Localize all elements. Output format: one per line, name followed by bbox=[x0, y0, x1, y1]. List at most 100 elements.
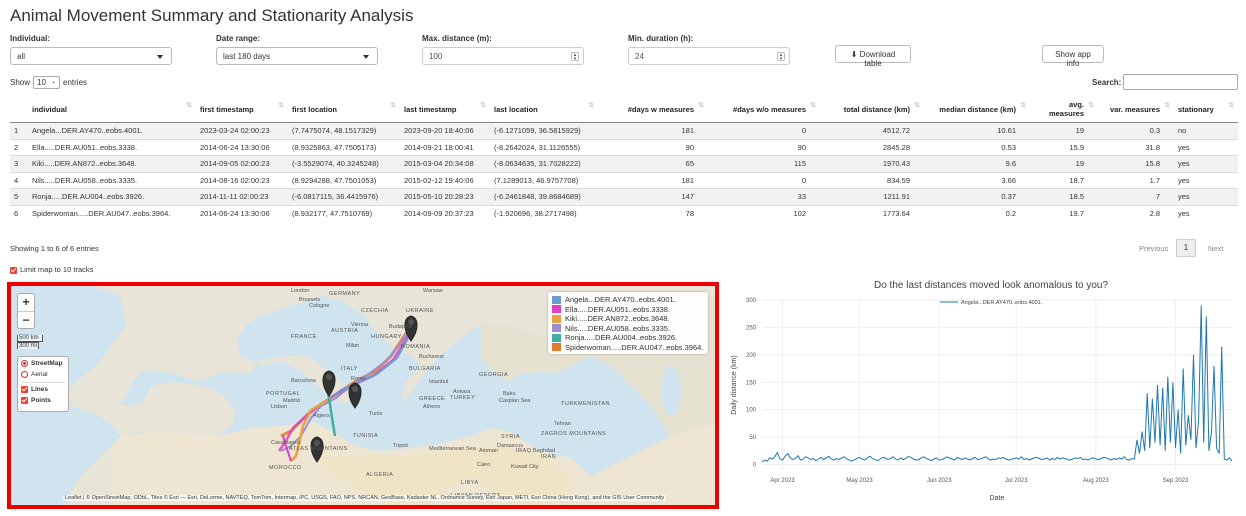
show-app-info-button[interactable]: Show app info bbox=[1042, 45, 1104, 68]
search-label: Search: bbox=[1092, 78, 1122, 87]
table-row[interactable]: 3 Kiki.....DER.AN872..eobs.3648. 2014-09-0… bbox=[10, 155, 1238, 172]
place-label: Baku bbox=[503, 391, 516, 397]
map-marker-icon[interactable] bbox=[348, 382, 362, 409]
limit-tracks-label: Limit map to 10 tracks bbox=[20, 265, 94, 274]
max-distance-input[interactable]: 100 ▴ ▾ bbox=[422, 47, 584, 65]
search-input[interactable] bbox=[1123, 74, 1238, 90]
entries-select[interactable]: 10 ⌄ bbox=[33, 76, 61, 89]
column-header[interactable]: avg. measures ⇅ bbox=[1030, 96, 1098, 123]
individual-select[interactable]: all bbox=[10, 47, 172, 65]
legend-label: Angela...DER.AY470..eobs.4001. bbox=[565, 295, 676, 305]
place-label: HUNGARY bbox=[371, 334, 402, 340]
chevron-down-icon: ⌄ bbox=[50, 79, 57, 85]
radio-icon bbox=[21, 371, 28, 378]
table-cell: (8.932177, 47.7510769) bbox=[288, 204, 400, 222]
table-row[interactable]: 5 Ronja.....DER.AU004..eobs.3926. 2014-11-… bbox=[10, 188, 1238, 205]
table-cell: 1211.91 bbox=[820, 188, 924, 205]
page-1-button[interactable]: 1 bbox=[1176, 239, 1196, 257]
place-label: LIBYA bbox=[461, 480, 479, 486]
sort-icon: ⇅ bbox=[914, 102, 920, 109]
column-header-label: last location bbox=[494, 104, 538, 114]
column-header[interactable]: #days w measures ⇅ bbox=[598, 96, 708, 123]
column-header[interactable]: last timestamp ⇅ bbox=[400, 96, 490, 123]
table-cell: Spiderwoman.....DER.AU047..eobs.3964. bbox=[28, 204, 196, 222]
map-legend: Angela...DER.AY470..eobs.4001. Ella.....D… bbox=[548, 292, 708, 354]
y-tick-label: 150 bbox=[746, 380, 757, 386]
limit-tracks-checkbox[interactable]: Limit map to 10 tracks bbox=[10, 265, 93, 274]
sort-icon: ⇅ bbox=[1020, 102, 1026, 109]
place-label: UKRAINE bbox=[406, 308, 434, 314]
column-header-label: var. measures bbox=[1109, 104, 1160, 114]
date-range-select[interactable]: last 180 days bbox=[216, 47, 378, 65]
map-marker-icon[interactable] bbox=[310, 436, 324, 463]
previous-page-button[interactable]: Previous bbox=[1139, 244, 1169, 253]
basemap-streetmap-radio[interactable]: StreetMap bbox=[21, 360, 65, 371]
x-tick-label: Apr 2023 bbox=[770, 478, 795, 484]
y-tick-label: 200 bbox=[746, 353, 757, 359]
overlay-lines-checkbox[interactable]: Lines bbox=[21, 386, 65, 397]
legend-label: Nils.....DER.AU058..eobs.3335. bbox=[565, 323, 671, 333]
map-marker-icon[interactable] bbox=[322, 370, 336, 397]
table-cell: 6 bbox=[10, 204, 28, 222]
table-row[interactable]: 2 Ella.....DER.AU051..eobs.3338. 2014-06-2… bbox=[10, 138, 1238, 156]
table-cell: 3.66 bbox=[924, 171, 1030, 189]
legend-label: Ronja.....DER.AU004..eobs.3926. bbox=[565, 333, 678, 343]
place-label: Kuwait City bbox=[511, 464, 539, 470]
place-label: SYRIA bbox=[501, 434, 521, 440]
place-label: Lisbon bbox=[271, 404, 288, 410]
track-nils bbox=[280, 329, 410, 452]
desert-region bbox=[311, 446, 571, 505]
length-control: Show 10 ⌄ entries bbox=[10, 76, 87, 89]
column-header[interactable]: total distance (km) ⇅ bbox=[820, 96, 924, 123]
map-marker-icon[interactable] bbox=[404, 315, 418, 342]
spinner-icon[interactable]: ▴ ▾ bbox=[571, 52, 579, 62]
column-header[interactable]: #days w/o measures ⇅ bbox=[708, 96, 820, 123]
spinner-icon[interactable]: ▴ ▾ bbox=[777, 52, 785, 62]
place-label: London bbox=[291, 288, 310, 294]
min-duration-value: 24 bbox=[635, 52, 644, 61]
zoom-out-button[interactable]: − bbox=[22, 313, 30, 327]
table-cell: (8.9294288, 47.7501053) bbox=[288, 171, 400, 189]
download-table-button[interactable]: ⬇ Download table bbox=[835, 45, 911, 68]
column-header-label: first location bbox=[292, 104, 338, 114]
column-header[interactable]: stationary ⇅ bbox=[1174, 96, 1238, 123]
table-cell: 1773.64 bbox=[820, 204, 924, 222]
table-cell: 2023-09-20 18:40:06 bbox=[400, 122, 490, 139]
min-duration-input[interactable]: 24 ▴ ▾ bbox=[628, 47, 790, 65]
daily-distance-chart[interactable]: 0 50 100 150 200 250 300 Apr 2023 May 2023 Jun 20… bbox=[722, 290, 1242, 510]
table-cell: 19 bbox=[1030, 122, 1098, 139]
table-row[interactable]: 1 Angela...DER.AY470..eobs.4001. 2023-03-2… bbox=[10, 122, 1238, 139]
column-header[interactable]: first location ⇅ bbox=[288, 96, 400, 123]
download-icon: ⬇ bbox=[850, 50, 858, 59]
basemap-aerial-radio[interactable]: Aerial bbox=[21, 371, 65, 383]
table-row[interactable]: 6 Spiderwoman.....DER.AU047..eobs.3964. 20… bbox=[10, 204, 1238, 222]
column-header[interactable]: median distance (km) ⇅ bbox=[924, 96, 1030, 123]
place-label: ITALY bbox=[341, 366, 358, 372]
place-label: Damascus bbox=[497, 443, 523, 449]
table-cell: Nils.....DER.AU058..eobs.3335. bbox=[28, 171, 196, 189]
place-label: GERMANY bbox=[329, 291, 361, 297]
place-label: Warsaw bbox=[423, 288, 443, 294]
zoom-in-button[interactable]: + bbox=[18, 294, 34, 312]
column-header[interactable]: last location ⇅ bbox=[490, 96, 598, 123]
chart-legend-label: Angela...DER.AY470..eobs.4001. bbox=[961, 300, 1043, 306]
table-cell: 2015-03-04 20:34:08 bbox=[400, 155, 490, 172]
layers-control: StreetMap Aerial Lines Points bbox=[17, 356, 69, 412]
track-kiki bbox=[290, 396, 332, 462]
place-label: Tunis bbox=[369, 411, 383, 417]
table-cell: yes bbox=[1174, 171, 1238, 189]
basemap-label: StreetMap bbox=[31, 360, 63, 368]
place-label: Cairo bbox=[477, 462, 491, 468]
column-header-label: median distance (km) bbox=[939, 104, 1016, 114]
column-header[interactable]: var. measures ⇅ bbox=[1098, 96, 1174, 123]
table-row[interactable]: 4 Nils.....DER.AU058..eobs.3335. 2014-08-1… bbox=[10, 171, 1238, 189]
table-cell: 2014-08-16 02:00:23 bbox=[196, 171, 288, 189]
column-header[interactable]: individual ⇅ bbox=[28, 96, 196, 123]
legend-entry: Kiki.....DER.AN872..eobs.3648. bbox=[552, 314, 704, 324]
column-header[interactable]: first timestamp ⇅ bbox=[196, 96, 288, 123]
next-page-button[interactable]: Next bbox=[1208, 244, 1224, 253]
overlay-label: Points bbox=[31, 397, 51, 405]
overlay-points-checkbox[interactable]: Points bbox=[21, 397, 65, 408]
legend-label: Ella.....DER.AU051..eobs.3338. bbox=[565, 304, 671, 314]
date-range-value: last 180 days bbox=[223, 52, 271, 61]
